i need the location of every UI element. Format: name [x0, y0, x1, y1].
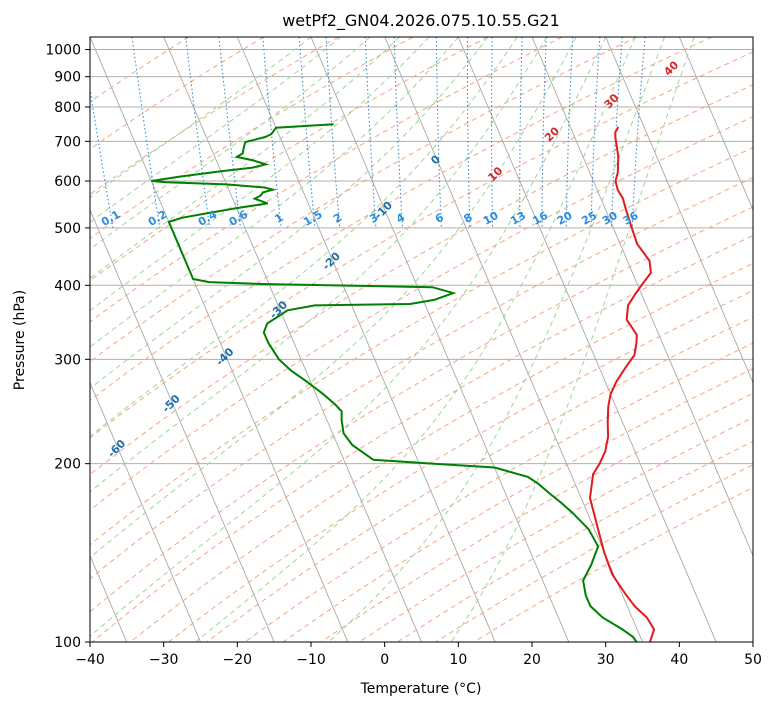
dry-adiabat-line — [0, 37, 488, 642]
mixing-ratio-line — [132, 37, 160, 228]
x-tick-label: −10 — [296, 652, 326, 668]
mixing-ratio-label: 0.6 — [227, 208, 251, 229]
y-tick-label: 500 — [54, 221, 81, 237]
isobar-grid — [90, 50, 753, 464]
dry-adiabat-line — [169, 37, 775, 642]
y-tick-label: 900 — [54, 70, 81, 86]
dry-adiabat-label: 0 — [428, 152, 443, 167]
x-tick-label: 20 — [523, 652, 541, 668]
mixing-ratio-label: 4 — [394, 211, 407, 226]
x-tick-label: 10 — [449, 652, 467, 668]
mixing-ratio-label: 2 — [331, 211, 344, 226]
dry-adiabat-line — [0, 37, 264, 642]
mixing-ratio-line — [299, 37, 315, 228]
mixing-ratio-label: 8 — [462, 211, 475, 226]
temperature-profile-line — [590, 127, 654, 642]
moist-adiabat-line — [196, 37, 636, 642]
dry-adiabat-label: -20 — [320, 249, 343, 272]
dry-adiabat-line — [0, 37, 637, 642]
x-tick-label: 50 — [744, 652, 762, 668]
y-tick-label: 600 — [54, 174, 81, 190]
mixing-ratio-label: 0.2 — [146, 208, 169, 229]
mixing-ratio-label: 13 — [508, 209, 528, 228]
x-axis-title: Temperature (°C) — [360, 681, 482, 697]
moist-adiabat-label: 30 — [602, 91, 622, 111]
y-axis-title: Pressure (hPa) — [12, 290, 28, 390]
moist-adiabats — [0, 37, 694, 642]
moist-adiabat-label: 40 — [661, 58, 681, 78]
mixing-ratio-line — [492, 37, 493, 228]
y-tick-label: 1000 — [45, 43, 81, 59]
mixing-ratio-line — [219, 37, 241, 228]
profiles — [151, 124, 654, 642]
x-tick-label: −20 — [223, 652, 253, 668]
dry-adiabat-line — [0, 37, 712, 642]
mixing-ratio-label: 10 — [481, 209, 501, 228]
mixing-ratio-label: 6 — [433, 211, 446, 226]
plot-area: 0.10.20.40.611.52346810131620253036-100-… — [0, 37, 775, 642]
y-tick-label: 100 — [54, 635, 81, 651]
isotherm-line — [458, 37, 716, 642]
mixing-ratio-label: 0.1 — [99, 208, 122, 229]
mixing-ratio-line — [186, 37, 210, 228]
mixing-ratio-label: 36 — [621, 209, 641, 228]
moist-adiabat-line — [0, 37, 311, 642]
dry-adiabat-label: -60 — [105, 437, 128, 460]
dry-adiabat-line — [436, 37, 775, 642]
dry-adiabat-line — [130, 37, 775, 642]
moist-adiabat-line — [0, 37, 547, 642]
isotherm-line — [532, 37, 775, 642]
moist-adiabat-line — [0, 37, 488, 642]
mixing-ratio-line — [566, 37, 573, 228]
dry-adiabat-line — [283, 37, 775, 642]
isotherm-line — [606, 37, 775, 642]
dry-adiabat-label: -40 — [213, 345, 236, 368]
chart-title: wetPf2_GN04.2026.075.10.55.G21 — [282, 11, 560, 31]
dry-adiabat-label: -70 — [50, 479, 73, 502]
dry-adiabat-label: -30 — [267, 298, 290, 321]
mixing-ratio-line — [520, 37, 522, 228]
dewpoint-profile-line — [151, 124, 636, 642]
moist-adiabat-line — [0, 37, 399, 642]
mixing-ratio-line — [436, 37, 441, 228]
x-tick-label: −40 — [75, 652, 105, 668]
dry-adiabat-line — [0, 37, 189, 642]
dry-adiabat-line — [92, 37, 775, 642]
dry-adiabat-label: -50 — [160, 392, 183, 415]
dry-adiabat-line — [0, 37, 413, 642]
mixing-ratio-line — [365, 37, 376, 228]
isotherm-line — [90, 37, 348, 642]
mixing-ratio-label: 30 — [600, 209, 620, 228]
y-tick-label: 200 — [54, 457, 81, 473]
mixing-ratio-line — [612, 37, 623, 228]
x-tick-label: −30 — [149, 652, 179, 668]
dry-adiabats — [0, 37, 775, 642]
x-tick-label: 30 — [597, 652, 615, 668]
isotherm-line — [753, 37, 775, 642]
isotherm-line — [16, 37, 274, 642]
dry-adiabat-line — [0, 37, 775, 642]
mixing-ratio-label: 25 — [579, 209, 599, 228]
isotherm-line — [679, 37, 775, 642]
x-tick-label: 40 — [670, 652, 688, 668]
mixing-ratio-label: 1 — [273, 211, 286, 226]
mixing-ratio-line — [467, 37, 470, 228]
moist-adiabat-line — [451, 37, 694, 642]
dry-adiabat-line — [359, 37, 775, 642]
y-tick-label: 300 — [54, 352, 81, 368]
mixing-ratio-line — [82, 37, 113, 228]
reference-labels: 0.10.20.40.611.52346810131620253036-100-… — [0, 58, 682, 624]
y-tick-label: 400 — [54, 278, 81, 294]
moist-adiabat-line — [0, 37, 370, 642]
x-tick-label: 0 — [380, 652, 389, 668]
moist-adiabat-line — [0, 37, 458, 642]
y-tick-label: 700 — [54, 134, 81, 150]
moist-adiabat-line — [0, 37, 429, 642]
dry-adiabat-label: -80 — [0, 520, 17, 543]
y-tick-label: 800 — [54, 100, 81, 116]
dry-adiabat-line — [245, 37, 775, 642]
